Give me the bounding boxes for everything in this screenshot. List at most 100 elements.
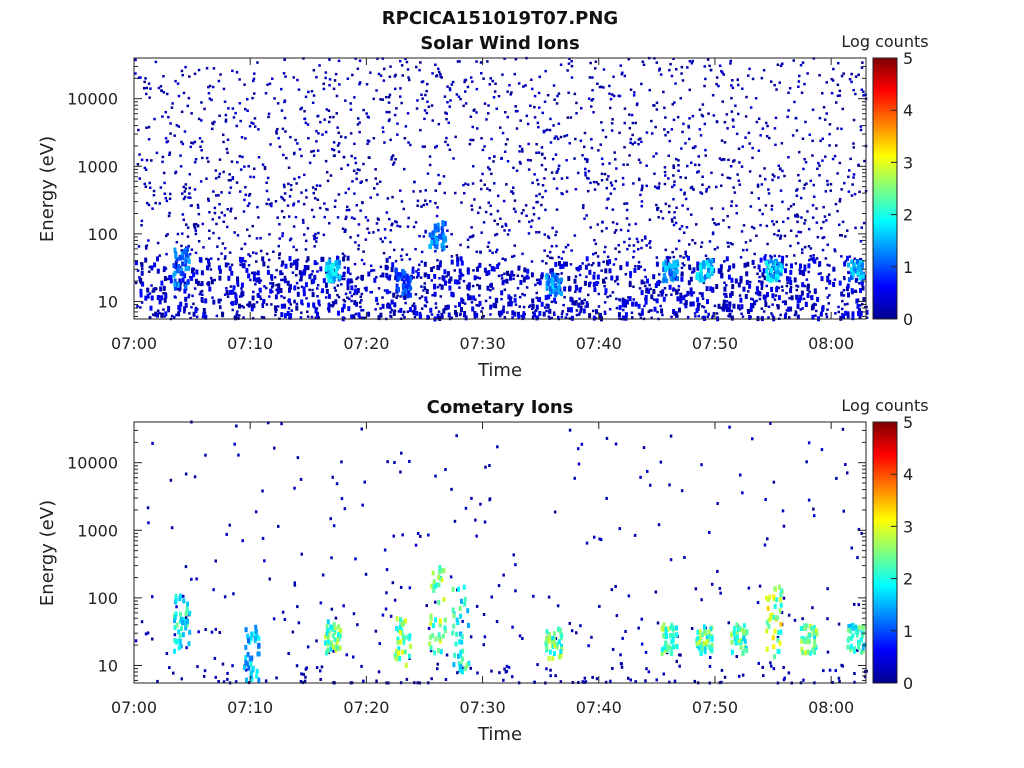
heatmap-cell [512,277,515,281]
heatmap-cell [615,167,618,170]
heatmap-cell [777,630,781,636]
heatmap-cell [315,184,319,187]
heatmap-cell [157,86,161,90]
heatmap-cell [546,254,549,258]
heatmap-cell [445,136,448,140]
heatmap-cell [840,74,844,78]
heatmap-cell [747,586,751,590]
heatmap-cell [550,245,554,248]
heatmap-cell [534,283,537,287]
heatmap-cell [757,280,761,283]
heatmap-cell [650,309,653,312]
heatmap-cell [786,281,789,284]
heatmap-cell [860,277,864,282]
heatmap-cell [505,664,509,668]
heatmap-cell [145,86,148,90]
heatmap-cell [244,107,247,111]
heatmap-cell [846,283,850,289]
heatmap-cell [604,292,607,296]
heatmap-cell [193,188,197,191]
heatmap-cell [178,254,182,260]
heatmap-cell [716,246,719,249]
heatmap-cell [471,80,474,83]
heatmap-cell [423,261,427,267]
heatmap-cell [457,661,461,667]
heatmap-cell [720,158,723,162]
heatmap-cell [238,303,241,309]
heatmap-cell [372,269,376,272]
heatmap-cell [719,264,723,270]
heatmap-cell [684,250,687,254]
heatmap-cell [331,148,334,151]
heatmap-cell [739,639,743,645]
heatmap-cell [440,225,444,231]
heatmap-cell [852,176,855,179]
heatmap-cell [667,154,670,157]
heatmap-cell [162,308,165,311]
heatmap-cell [330,556,333,560]
heatmap-cell [560,643,563,649]
heatmap-cell [733,625,737,631]
heatmap-cell [443,617,447,623]
heatmap-cell [283,303,287,309]
heatmap-cell [413,315,417,319]
heatmap-cell [353,156,357,160]
heatmap-cell [358,168,361,172]
heatmap-cell [184,250,188,256]
heatmap-cell [517,265,521,271]
heatmap-cell [758,208,761,212]
heatmap-cell [302,672,305,676]
heatmap-cell [316,270,319,273]
heatmap-cell [385,272,389,278]
heatmap-cell [360,299,363,302]
heatmap-cell [501,280,505,286]
heatmap-cell [236,276,239,282]
heatmap-cell [699,272,703,277]
heatmap-cell [770,208,774,211]
heatmap-cell [767,188,770,191]
heatmap-cell [203,669,207,673]
heatmap-cell [397,275,401,281]
heatmap-cell [637,261,641,264]
heatmap-cell [846,644,850,650]
heatmap-cell [728,301,732,307]
heatmap-cell [332,141,336,144]
heatmap-cell [619,64,622,67]
heatmap-cell [396,636,400,642]
heatmap-cell [513,244,516,247]
heatmap-cell [580,299,584,305]
heatmap-cell [677,159,680,162]
heatmap-cell [562,250,565,254]
heatmap-cell [551,656,555,662]
heatmap-cell [224,255,227,258]
heatmap-cell [512,192,515,195]
heatmap-cell [544,208,547,212]
heatmap-cell [204,314,208,320]
heatmap-cell [376,217,380,220]
panel-title: Cometary Ions [427,397,574,418]
heatmap-cell [399,95,402,98]
heatmap-cell [587,644,590,648]
heatmap-cell [243,165,246,168]
heatmap-cell [306,315,310,318]
heatmap-cell [497,584,501,588]
heatmap-cell [584,174,587,177]
heatmap-cell [769,254,772,258]
heatmap-cell [252,290,255,294]
heatmap-cell [497,94,501,98]
heatmap-cell [280,210,284,213]
heatmap-cell [300,299,304,305]
heatmap-cell [650,294,654,300]
heatmap-cell [676,276,679,282]
heatmap-cell [812,507,815,511]
heatmap-cell [153,262,157,268]
heatmap-cell [771,277,775,283]
heatmap-cell [655,101,659,105]
heatmap-cell [340,277,344,281]
heatmap-cell [670,74,674,78]
heatmap-cell [148,316,152,319]
heatmap-cell [685,255,688,258]
heatmap-cell [595,309,598,315]
heatmap-cell [838,94,841,97]
heatmap-cell [220,211,224,214]
